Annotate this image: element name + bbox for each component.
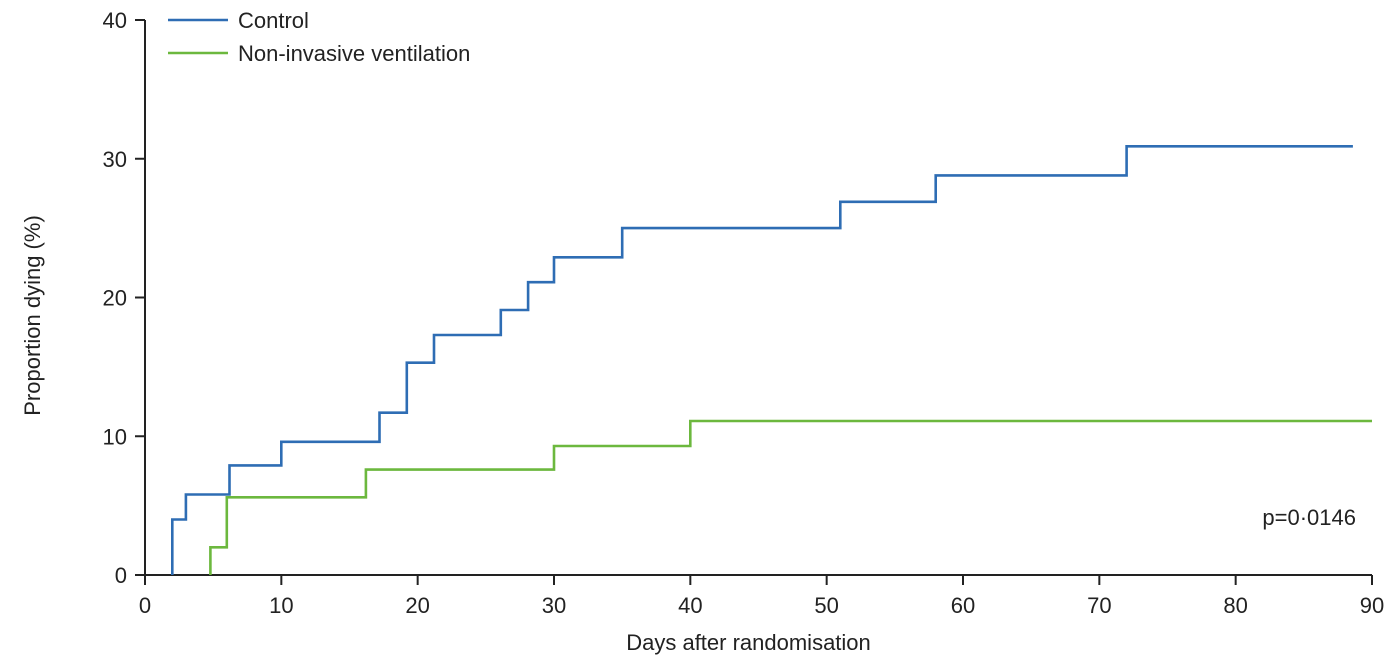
legend-label-non-invasive-ventilation: Non-invasive ventilation [238, 41, 470, 66]
series-line-control [171, 145, 1353, 575]
x-tick-label: 30 [542, 593, 566, 618]
y-tick-label: 10 [103, 424, 127, 449]
x-tick-label: 80 [1223, 593, 1247, 618]
p-value-annotation: p=0·0146 [1262, 505, 1356, 530]
x-tick-label: 50 [814, 593, 838, 618]
series-line-non-invasive-ventilation [209, 419, 1372, 575]
series-layer [171, 145, 1372, 575]
y-ticks: 0 10 20 30 40 [103, 8, 145, 588]
y-tick-label: 0 [115, 563, 127, 588]
x-tick-label: 10 [269, 593, 293, 618]
y-tick-label: 20 [103, 286, 127, 311]
y-tick-label: 30 [103, 147, 127, 172]
x-tick-label: 0 [139, 593, 151, 618]
x-axis-title: Days after randomisation [626, 630, 871, 655]
y-axis-title: Proportion dying (%) [20, 215, 45, 416]
x-tick-label: 60 [951, 593, 975, 618]
legend: Control Non-invasive ventilation [168, 8, 470, 66]
x-tick-label: 40 [678, 593, 702, 618]
legend-label-control: Control [238, 8, 309, 33]
x-tick-label: 70 [1087, 593, 1111, 618]
axes: 0 10 20 30 40 0 10 20 30 40 50 60 70 80 90 [103, 8, 1385, 618]
x-tick-label: 90 [1360, 593, 1384, 618]
y-tick-label: 40 [103, 8, 127, 33]
x-ticks: 0 10 20 30 40 50 60 70 80 90 [139, 575, 1384, 618]
x-tick-label: 20 [405, 593, 429, 618]
